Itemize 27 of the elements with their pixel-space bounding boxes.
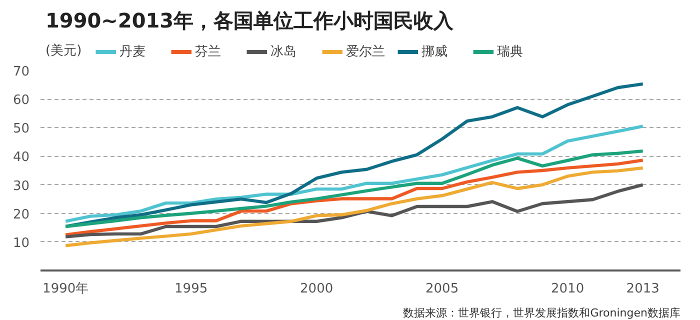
line-series — [64, 158, 644, 236]
legend-label: 芬兰 — [195, 44, 222, 60]
legend-label: 冰岛 — [270, 44, 297, 60]
legend-label: 爱尔兰 — [346, 44, 386, 60]
x-tick-label: 1990年 — [42, 282, 89, 296]
y-axis-title: (美元) — [46, 42, 82, 58]
y-tick-label: 30 — [12, 178, 30, 194]
legend-label: 挪威 — [422, 44, 448, 60]
y-tick-label: 20 — [12, 207, 30, 222]
y-tick-label: 60 — [12, 93, 30, 108]
y-tick-label: 10 — [12, 236, 30, 251]
x-tick-label: 2010 — [551, 282, 584, 296]
y-tick-label: 40 — [12, 150, 30, 166]
x-tick-label: 1995 — [174, 282, 208, 296]
x-tick-label: 2000 — [300, 282, 334, 296]
line-series — [64, 124, 644, 223]
line-series — [64, 166, 644, 248]
legend-label: 瑞典 — [497, 44, 524, 60]
y-tick-label: 50 — [12, 122, 30, 137]
chart-title: 1990~2013年，各国单位工作小时国民收入 — [46, 8, 455, 32]
line-series — [64, 149, 644, 228]
legend-label: 丹麦 — [120, 44, 146, 60]
y-tick-label: 70 — [12, 64, 30, 80]
x-tick-label: 2005 — [426, 282, 459, 296]
x-tick-label: 2013 — [626, 282, 660, 296]
line-series — [64, 183, 644, 238]
source-note: 数据来源：世界银行，世界发展指数和Groningen数据库 — [403, 306, 681, 320]
